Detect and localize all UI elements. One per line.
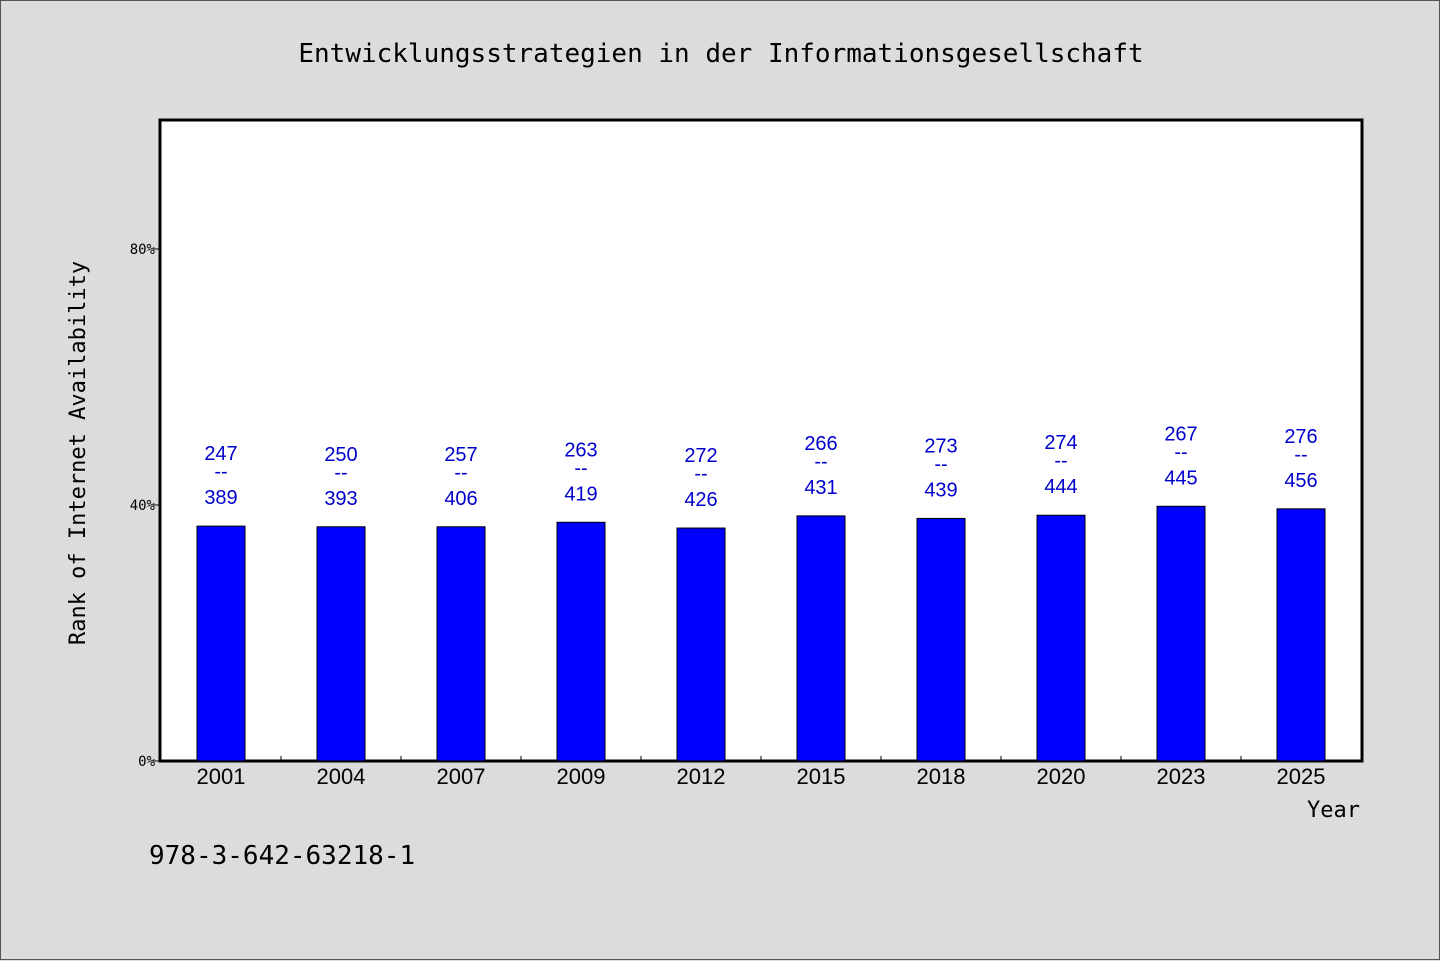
bar-label-separator: --: [574, 457, 587, 479]
bar-label-separator: --: [694, 463, 707, 485]
bar-label-top: 263: [564, 439, 597, 461]
chart-title: Entwicklungsstrategien in der Informatio…: [298, 39, 1143, 69]
bar-label-separator: --: [214, 461, 227, 483]
bar: [316, 526, 366, 762]
bar-label-separator: --: [1294, 444, 1307, 466]
x-tick-label: 2018: [917, 764, 966, 789]
bar-label-bottom: 456: [1284, 470, 1317, 492]
bar-label-separator: --: [814, 451, 827, 473]
bar: [796, 515, 846, 762]
bar: [916, 517, 966, 762]
bar-label-separator: --: [934, 453, 947, 475]
y-axis: 0% 40% 80%: [130, 242, 161, 770]
x-tick-label: 2015: [797, 764, 846, 789]
bar-label-bottom: 393: [324, 488, 357, 510]
bar-label-top: 272: [684, 445, 717, 467]
bar-label-bottom: 389: [204, 487, 237, 509]
bar-label-bottom: 406: [444, 488, 477, 510]
x-axis-title: Year: [1307, 798, 1360, 823]
bar-label-bottom: 439: [924, 479, 957, 501]
bar-label-bottom: 444: [1044, 476, 1077, 498]
y-tick-label: 40%: [130, 498, 156, 514]
bar-label-bottom: 426: [684, 489, 717, 511]
isbn-footer: 978-3-642-63218-1: [149, 841, 415, 871]
bar-label-top: 267: [1164, 423, 1197, 445]
bar-label-separator: --: [1174, 441, 1187, 463]
bar: [1036, 514, 1086, 762]
bar-label-separator: --: [454, 462, 467, 484]
x-axis: 2001 2004 2007 2009 2012 2015 2018 2020 2023 2025: [197, 756, 1326, 789]
x-tick-label: 2025: [1277, 764, 1326, 789]
bar: [1156, 505, 1206, 762]
y-tick-label: 80%: [130, 242, 156, 258]
bar-labels: 247--389250--393257--406263--419272--426…: [204, 423, 1317, 511]
bar-label-separator: --: [334, 462, 347, 484]
bar: [196, 525, 246, 762]
x-tick-label: 2009: [557, 764, 606, 789]
bar-label-bottom: 445: [1164, 467, 1197, 489]
bar: [1276, 508, 1326, 762]
bar-label-top: 247: [204, 443, 237, 465]
bar-label-top: 273: [924, 435, 957, 457]
bar: [436, 526, 486, 762]
bar-label-top: 276: [1284, 426, 1317, 448]
bar-label-top: 274: [1044, 432, 1077, 454]
bar-label-separator: --: [1054, 450, 1067, 472]
bar-label-top: 257: [444, 444, 477, 466]
bar-label-top: 250: [324, 444, 357, 466]
bar: [676, 527, 726, 762]
bar-label-top: 266: [804, 433, 837, 455]
x-tick-label: 2004: [317, 764, 366, 789]
y-tick-label: 0%: [138, 754, 155, 770]
bar: [556, 521, 606, 762]
x-tick-label: 2023: [1157, 764, 1206, 789]
bar-label-bottom: 419: [564, 483, 597, 505]
x-tick-label: 2012: [677, 764, 726, 789]
y-axis-title: Rank of Internet Availability: [66, 261, 91, 645]
x-tick-label: 2001: [197, 764, 246, 789]
bars: [196, 505, 1326, 762]
x-tick-label: 2020: [1037, 764, 1086, 789]
x-tick-label: 2007: [437, 764, 486, 789]
bar-label-bottom: 431: [804, 477, 837, 499]
